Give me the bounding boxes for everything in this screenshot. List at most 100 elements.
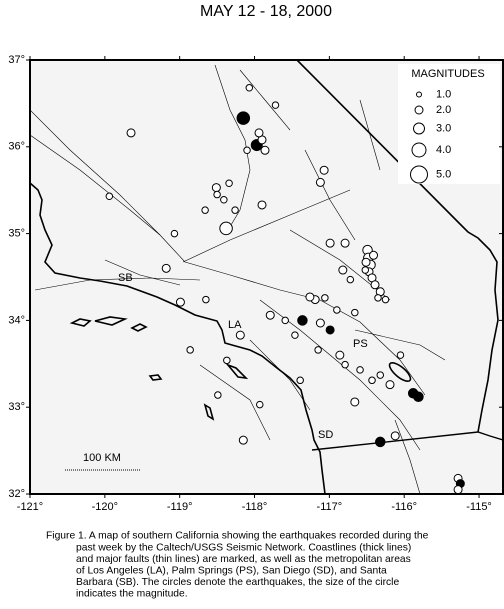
legend-marker <box>416 91 422 98</box>
earthquake <box>296 376 304 385</box>
earthquake <box>396 351 405 359</box>
earthquake <box>361 257 371 267</box>
earthquake <box>238 435 248 445</box>
x-tick-label: -116° <box>391 501 417 513</box>
earthquake <box>186 346 194 354</box>
fault <box>104 259 181 286</box>
y-tick-label: 32° <box>8 488 25 500</box>
fault <box>394 419 421 494</box>
earthquake <box>175 297 185 307</box>
island <box>148 374 163 381</box>
place-label: PS <box>353 338 368 350</box>
earthquake <box>245 84 254 92</box>
earthquake <box>161 263 171 273</box>
legend-label: 2.0 <box>436 104 451 116</box>
earthquake <box>374 294 382 302</box>
legend-label: 4.0 <box>436 144 451 156</box>
legend-marker <box>414 105 424 115</box>
earthquake <box>370 280 380 290</box>
caption-line: past week by the Caltech/USGS Seismic Ne… <box>76 542 411 553</box>
earthquake <box>338 265 348 275</box>
earthquake <box>346 275 355 284</box>
state-border <box>296 60 499 433</box>
island <box>69 318 92 327</box>
fault <box>359 99 381 171</box>
x-tick-label: -119° <box>167 501 193 513</box>
fault <box>214 64 251 236</box>
map-title: MAY 12 - 18, 2000 <box>200 3 332 20</box>
earthquake <box>319 165 329 175</box>
y-tick-label: 36° <box>8 141 25 153</box>
earthquake <box>325 325 335 335</box>
caption-line: Barbara (SB). The circles denote the ear… <box>76 577 399 588</box>
legend: 1.0 2.0 3.0 4.0 5.0 <box>410 88 451 184</box>
earthquake <box>225 179 233 188</box>
fault <box>30 134 161 236</box>
island <box>203 403 215 421</box>
fault <box>199 364 271 441</box>
earthquake <box>341 360 349 369</box>
earthquake <box>220 195 228 204</box>
axis-ticks: -121° -120° -119° -118° -117° -116° -115° 32° 33… <box>8 54 503 513</box>
earthquake <box>361 266 370 274</box>
earthquake <box>235 330 245 340</box>
mexico-border <box>311 431 503 451</box>
island <box>130 323 148 332</box>
earthquake <box>335 350 345 360</box>
scale-bar-label: 100 KM <box>83 452 121 464</box>
y-tick-label: 34° <box>8 314 25 326</box>
fault <box>34 277 201 291</box>
earthquake <box>170 229 179 238</box>
earthquake <box>254 128 264 138</box>
legend-title: MAGNITUDES <box>411 68 484 80</box>
earthquake <box>291 331 299 339</box>
earthquake <box>453 485 463 494</box>
earthquake <box>260 145 270 155</box>
legend-label: 5.0 <box>436 168 451 180</box>
earthquake <box>350 397 360 407</box>
earthquake <box>368 376 376 385</box>
x-tick-label: -121° <box>17 501 43 513</box>
earthquake <box>325 238 335 248</box>
caption-line: indicates the magnitude. <box>76 589 188 600</box>
legend-marker <box>413 122 425 135</box>
map-frame <box>29 59 504 495</box>
earthquake <box>315 318 325 328</box>
earthquake <box>376 371 385 379</box>
earthquake <box>126 128 136 138</box>
fault <box>304 149 356 241</box>
earthquake <box>390 431 400 441</box>
earthquake <box>385 380 395 390</box>
island <box>225 363 249 380</box>
fault <box>239 69 291 131</box>
earthquake <box>265 310 275 320</box>
earthquake <box>236 111 251 125</box>
earthquake <box>321 294 329 302</box>
salton-sea <box>388 362 412 382</box>
earthquake <box>305 292 315 302</box>
y-tick-label: 35° <box>8 228 25 240</box>
earthquake <box>369 250 379 260</box>
caption: Figure 1. A map of southern California s… <box>46 531 429 600</box>
caption-line: of Los Angeles (LA), Palm Springs (PS), … <box>76 566 387 577</box>
place-label: SD <box>318 429 333 441</box>
earthquake <box>202 295 210 304</box>
legend-box <box>398 64 500 184</box>
x-tick-label: -120° <box>92 501 118 513</box>
caption-line: Figure 1. A map of southern California s… <box>46 531 429 542</box>
earthquake <box>256 400 264 409</box>
fault <box>354 329 446 361</box>
earthquake <box>231 206 239 214</box>
legend-label: 1.0 <box>436 88 451 100</box>
island <box>94 316 128 326</box>
y-tick-label: 33° <box>8 401 25 413</box>
x-tick-label: -117° <box>317 501 343 513</box>
earthquake <box>314 346 322 354</box>
fault <box>182 189 351 263</box>
legend-marker <box>411 142 427 158</box>
earthquake <box>211 183 221 193</box>
coastlines <box>30 182 412 494</box>
x-tick-label: -118° <box>242 501 268 513</box>
earthquake <box>356 366 364 374</box>
earthquake <box>413 391 424 403</box>
